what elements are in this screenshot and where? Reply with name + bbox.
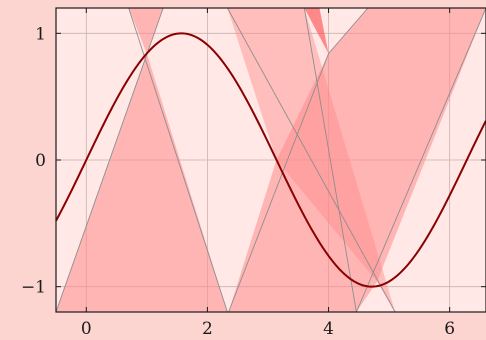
guide-lines [55, 7, 486, 313]
y-tick-label-1: 0 [35, 151, 46, 171]
x-tick-label-1: 2 [202, 319, 213, 339]
guide-line-4 [303, 7, 357, 313]
x-tick-label-3: 6 [444, 319, 455, 339]
shaded-region-4 [304, 8, 329, 54]
shaded-region-1 [128, 8, 164, 54]
shaded-region-2 [228, 8, 486, 312]
y-tick-label-0: −1 [21, 278, 46, 298]
shaded-region-0 [56, 53, 228, 312]
guide-line-5 [355, 7, 486, 313]
guide-line-1 [128, 7, 228, 313]
guide-line-2 [228, 7, 369, 313]
series-group [55, 32, 486, 288]
x-tick-label-2: 4 [323, 319, 334, 339]
series-line-0 [55, 32, 486, 288]
axis-ticks: 0 2 4 6 −1 0 1 [21, 8, 486, 339]
x-tick-label-0: 0 [81, 319, 92, 339]
y-tick-label-2: 1 [35, 24, 46, 44]
guide-line-3 [227, 7, 396, 313]
